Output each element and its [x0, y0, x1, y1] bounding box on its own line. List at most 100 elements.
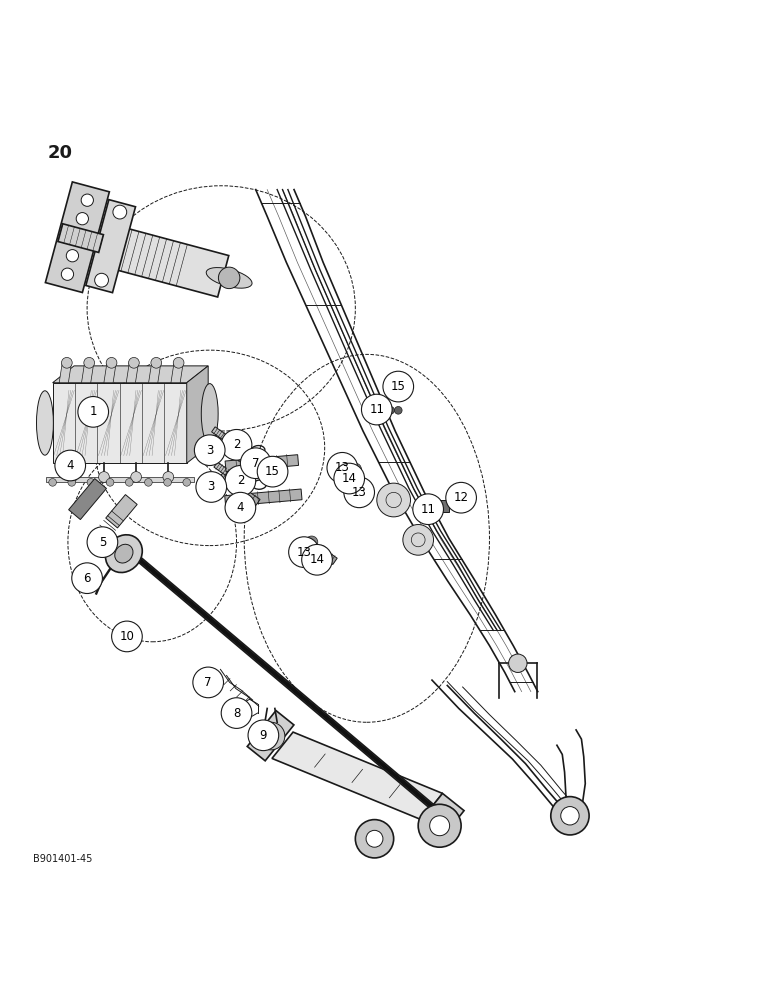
Circle shape: [418, 804, 461, 847]
Polygon shape: [69, 479, 107, 520]
Polygon shape: [82, 363, 93, 383]
Polygon shape: [187, 366, 208, 463]
Circle shape: [164, 479, 171, 486]
Circle shape: [76, 213, 89, 225]
Polygon shape: [219, 440, 259, 471]
Polygon shape: [59, 363, 72, 383]
Circle shape: [413, 494, 443, 525]
Circle shape: [289, 537, 320, 567]
Text: B901401-45: B901401-45: [33, 854, 93, 864]
Polygon shape: [46, 182, 110, 293]
Circle shape: [265, 730, 277, 742]
Text: 15: 15: [265, 465, 280, 478]
Text: 13: 13: [352, 486, 367, 499]
Circle shape: [68, 479, 76, 486]
Circle shape: [225, 492, 256, 523]
Text: 10: 10: [120, 630, 134, 643]
Polygon shape: [127, 363, 138, 383]
Circle shape: [61, 268, 73, 280]
Circle shape: [196, 472, 226, 502]
Polygon shape: [369, 408, 384, 419]
Circle shape: [344, 477, 374, 508]
Circle shape: [95, 273, 108, 287]
Polygon shape: [46, 477, 195, 482]
Circle shape: [302, 544, 333, 575]
Text: 13: 13: [335, 461, 350, 474]
Polygon shape: [171, 363, 183, 383]
Polygon shape: [218, 435, 241, 454]
Polygon shape: [52, 366, 208, 383]
Text: 2: 2: [237, 474, 244, 487]
Circle shape: [81, 194, 93, 206]
Text: 4: 4: [237, 501, 244, 514]
Circle shape: [430, 816, 449, 836]
Circle shape: [130, 472, 141, 482]
Polygon shape: [225, 489, 302, 506]
Ellipse shape: [36, 391, 53, 455]
Circle shape: [366, 830, 383, 847]
Circle shape: [163, 472, 174, 482]
Circle shape: [84, 357, 94, 368]
Polygon shape: [106, 495, 137, 528]
Circle shape: [240, 448, 271, 479]
Circle shape: [55, 450, 86, 481]
Polygon shape: [114, 228, 229, 297]
Polygon shape: [58, 224, 103, 252]
Text: 11: 11: [421, 503, 435, 516]
Circle shape: [218, 267, 240, 289]
Polygon shape: [247, 711, 294, 761]
Circle shape: [87, 479, 95, 486]
Circle shape: [195, 435, 225, 466]
Circle shape: [125, 479, 133, 486]
Circle shape: [222, 429, 252, 460]
Text: 6: 6: [83, 572, 91, 585]
Text: 14: 14: [310, 553, 324, 566]
Circle shape: [183, 479, 191, 486]
Text: 15: 15: [391, 380, 406, 393]
Text: 3: 3: [208, 480, 215, 493]
Circle shape: [361, 394, 392, 425]
Circle shape: [334, 463, 364, 494]
Circle shape: [225, 466, 256, 496]
Circle shape: [66, 250, 79, 262]
Text: 7: 7: [205, 676, 212, 689]
Circle shape: [377, 483, 411, 517]
Text: 12: 12: [454, 491, 469, 504]
Text: 9: 9: [259, 729, 267, 742]
Text: 20: 20: [47, 144, 73, 162]
Text: 3: 3: [206, 444, 213, 457]
Polygon shape: [86, 200, 136, 293]
Polygon shape: [315, 546, 337, 564]
Text: 7: 7: [252, 457, 259, 470]
Circle shape: [383, 371, 414, 402]
Circle shape: [315, 545, 327, 557]
Polygon shape: [221, 475, 260, 506]
Circle shape: [222, 698, 252, 728]
Text: 8: 8: [233, 707, 240, 720]
Circle shape: [49, 479, 56, 486]
Text: 13: 13: [296, 546, 311, 559]
Circle shape: [460, 498, 469, 507]
Circle shape: [107, 479, 114, 486]
Circle shape: [112, 621, 142, 652]
Circle shape: [248, 720, 279, 751]
Text: 2: 2: [233, 438, 240, 451]
Circle shape: [450, 498, 459, 507]
Circle shape: [151, 357, 161, 368]
Polygon shape: [148, 363, 161, 383]
Circle shape: [339, 472, 351, 485]
Circle shape: [113, 205, 127, 219]
Polygon shape: [220, 471, 242, 490]
Circle shape: [78, 397, 109, 427]
Polygon shape: [225, 455, 299, 472]
Circle shape: [257, 456, 288, 487]
Circle shape: [66, 472, 77, 482]
Circle shape: [129, 357, 139, 368]
Circle shape: [62, 357, 73, 368]
Polygon shape: [431, 500, 449, 512]
Ellipse shape: [106, 535, 142, 573]
Circle shape: [306, 536, 318, 548]
Ellipse shape: [206, 268, 252, 288]
Text: 5: 5: [99, 536, 106, 549]
Circle shape: [144, 479, 152, 486]
